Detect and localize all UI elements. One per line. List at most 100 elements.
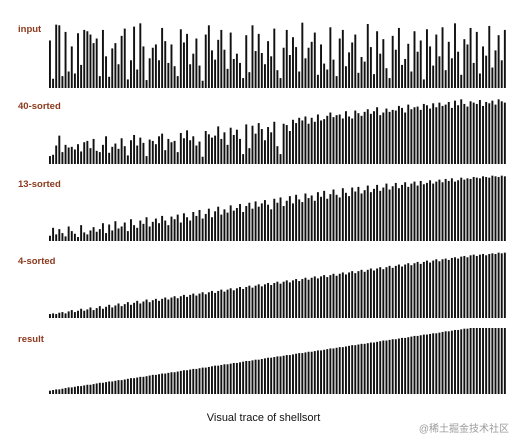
bar xyxy=(494,253,497,318)
bar xyxy=(503,328,506,394)
bar xyxy=(376,31,379,89)
bar xyxy=(348,345,351,394)
bar xyxy=(95,383,98,394)
bar xyxy=(89,384,92,394)
bar xyxy=(214,292,217,318)
bar xyxy=(61,76,64,88)
bar xyxy=(429,46,432,88)
bar xyxy=(326,198,329,241)
bar xyxy=(170,142,173,164)
bar xyxy=(145,376,148,394)
bar xyxy=(105,56,108,88)
bar xyxy=(413,263,416,318)
bar xyxy=(89,307,92,318)
bar xyxy=(447,41,450,88)
bar xyxy=(432,260,435,318)
bar xyxy=(435,333,438,394)
bar xyxy=(503,252,506,318)
bar xyxy=(307,123,310,164)
bar xyxy=(67,71,70,88)
bar xyxy=(242,211,245,241)
bar xyxy=(488,25,491,88)
bar xyxy=(425,105,428,164)
bar xyxy=(335,76,338,88)
bar xyxy=(245,124,248,164)
bar xyxy=(457,329,460,394)
bar xyxy=(385,183,388,241)
bar xyxy=(92,310,95,318)
bar xyxy=(482,253,484,318)
bar xyxy=(126,155,129,164)
bar xyxy=(472,176,475,241)
bar xyxy=(429,333,432,394)
bar xyxy=(98,76,101,88)
bar xyxy=(254,285,257,318)
bar xyxy=(460,256,463,318)
bar xyxy=(295,194,298,241)
bar xyxy=(173,66,176,88)
bar xyxy=(341,118,344,164)
bar xyxy=(401,64,403,88)
bar xyxy=(382,112,385,164)
bar xyxy=(235,53,238,88)
bar xyxy=(245,35,248,88)
bar xyxy=(239,286,241,318)
bar xyxy=(338,273,341,318)
bar xyxy=(397,27,400,88)
bar xyxy=(363,111,366,164)
bar xyxy=(142,223,145,241)
bar xyxy=(348,116,351,164)
bar xyxy=(323,190,326,241)
bar xyxy=(276,356,279,394)
bar xyxy=(207,208,210,241)
bar xyxy=(49,314,51,318)
bar xyxy=(301,22,304,88)
bar xyxy=(242,154,245,164)
bar xyxy=(388,265,391,318)
bar xyxy=(357,271,360,318)
bar xyxy=(373,74,375,88)
bar xyxy=(301,353,304,394)
bar xyxy=(329,194,332,241)
bar xyxy=(89,230,92,241)
bar xyxy=(463,103,466,164)
bar xyxy=(444,70,447,88)
bar xyxy=(55,314,58,318)
bar xyxy=(151,47,154,88)
bar xyxy=(251,125,254,164)
bar xyxy=(475,177,478,241)
bar xyxy=(111,48,114,88)
bar xyxy=(201,80,204,88)
bar xyxy=(444,104,447,164)
bar xyxy=(475,255,478,318)
bar xyxy=(491,67,494,88)
bar xyxy=(429,262,432,318)
bar xyxy=(478,73,481,88)
bar xyxy=(469,27,472,88)
bar xyxy=(503,176,506,241)
bar xyxy=(282,206,285,241)
bar xyxy=(329,27,332,89)
bar xyxy=(351,187,354,241)
bar xyxy=(154,144,157,164)
bar xyxy=(373,111,375,164)
bar xyxy=(73,149,76,164)
bar xyxy=(151,140,154,164)
bar xyxy=(438,332,441,394)
bar xyxy=(64,388,67,394)
bar xyxy=(151,374,154,394)
bar xyxy=(158,300,160,318)
bar xyxy=(114,221,117,241)
bar xyxy=(235,208,238,241)
bar xyxy=(500,175,503,241)
bar xyxy=(73,312,76,318)
bar xyxy=(229,32,232,88)
bar xyxy=(201,218,204,241)
bar xyxy=(463,328,466,394)
bar xyxy=(204,294,207,318)
bar xyxy=(382,269,385,318)
bar xyxy=(120,35,123,88)
bar xyxy=(251,25,254,88)
bar xyxy=(307,47,310,88)
bar xyxy=(77,144,79,164)
